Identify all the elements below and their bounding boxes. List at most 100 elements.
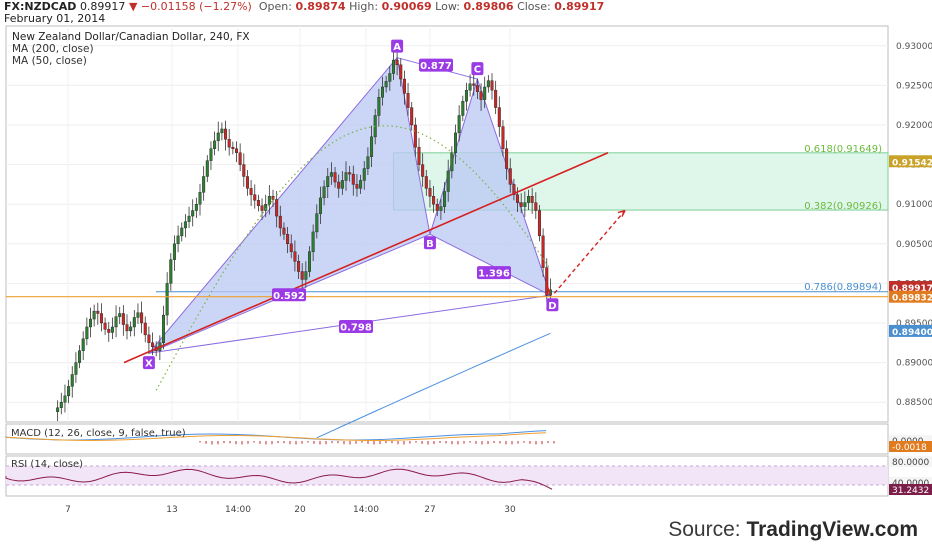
- candle-body: [384, 81, 388, 88]
- candle-body: [417, 146, 421, 165]
- legend: New Zealand Dollar/Canadian Dollar, 240,…: [12, 31, 250, 67]
- candle-body: [282, 227, 286, 235]
- candle-body: [461, 101, 465, 116]
- x-tick-label: 13: [166, 505, 177, 515]
- price-tag-bg: [889, 290, 932, 303]
- candle-body: [293, 251, 297, 262]
- price-tag: 0.89917: [892, 284, 932, 294]
- candle-body: [216, 132, 220, 142]
- time-axis: 7 13 14:00 20 14:00 27 30: [65, 505, 516, 515]
- y-tick-label: 0.90500: [896, 240, 932, 250]
- candle-body: [267, 196, 271, 205]
- candle-body: [238, 152, 242, 165]
- ratio-label-bg: [272, 288, 306, 302]
- candle-body: [355, 184, 359, 189]
- candle-body: [187, 215, 191, 222]
- candle-body: [183, 221, 187, 229]
- price-tag: 0.89400: [892, 328, 932, 338]
- candle-body: [125, 324, 129, 332]
- overlay-lines: [6, 151, 888, 364]
- candle-body: [366, 156, 370, 169]
- candle-body: [501, 126, 505, 149]
- candle-body: [406, 93, 410, 108]
- candle-body: [537, 210, 541, 237]
- candle-body: [322, 186, 326, 199]
- candle-body: [326, 176, 330, 187]
- ma-200-line: [316, 332, 551, 439]
- candle-body: [143, 322, 147, 336]
- candle-body: [161, 314, 165, 343]
- moving-averages: [155, 125, 551, 439]
- candle-body: [249, 188, 253, 195]
- candle-body: [435, 203, 439, 211]
- candle-body: [147, 334, 151, 344]
- candle-body: [523, 202, 527, 207]
- candle-body: [479, 91, 483, 100]
- candle-body: [541, 235, 545, 268]
- trend-line: [123, 151, 609, 364]
- candle-body: [508, 168, 512, 185]
- ratio-label-bg: [419, 58, 453, 72]
- candle-body: [424, 176, 428, 189]
- candle-body: [180, 227, 184, 237]
- x-tick-label: 20: [294, 505, 306, 515]
- price-tag-bg: [889, 280, 932, 293]
- candle-body: [432, 196, 436, 205]
- candle-body: [329, 172, 333, 177]
- candle-body: [202, 176, 206, 193]
- down-arrow-icon: ▼: [128, 0, 138, 13]
- x-tick-label: 7: [65, 505, 71, 515]
- y-tick-label: 0.88500: [896, 398, 932, 408]
- point-label-b-bg: [423, 236, 436, 250]
- macd-tag-bg: [889, 435, 932, 446]
- candle-body: [300, 271, 304, 280]
- drop-arrow: [545, 283, 552, 296]
- candle-body: [151, 342, 155, 347]
- low-value: 0.89806: [463, 0, 514, 13]
- price-change: −0.01158 (−1.27%): [140, 0, 252, 13]
- candle-body: [439, 206, 443, 211]
- price-tag: 0.91542: [892, 158, 932, 168]
- candle-body: [395, 59, 399, 66]
- legend-item: MA (50, close): [12, 55, 87, 67]
- ratio-label-bg: [477, 266, 511, 280]
- snapshot-date: February 01, 2014: [4, 12, 106, 25]
- candle-body: [505, 148, 509, 169]
- candle-body: [402, 78, 406, 94]
- candle-body: [176, 235, 180, 245]
- y-tick-label: 0.92000: [896, 121, 932, 131]
- candle-body: [129, 326, 133, 332]
- candle-body: [413, 124, 417, 148]
- y-tick-label: 0.91000: [896, 200, 932, 210]
- price-axis: 0.930000.925000.920000.915000.910000.905…: [889, 42, 932, 408]
- point-label-d: D: [548, 301, 556, 312]
- y-tick-label: 0.92500: [896, 81, 932, 91]
- high-label: High:: [349, 0, 379, 13]
- candle-body: [132, 317, 136, 328]
- candle-body: [191, 210, 195, 217]
- candle-body: [454, 132, 458, 153]
- candle-body: [464, 89, 468, 102]
- point-label-a-bg: [391, 39, 404, 53]
- candle-body: [483, 86, 487, 100]
- candle-body: [370, 136, 374, 157]
- price-tag-bg: [889, 155, 932, 168]
- candle-body: [286, 234, 290, 245]
- candle-body: [88, 318, 92, 328]
- macd-signal-line: [5, 432, 547, 442]
- candle-body: [534, 202, 538, 211]
- candle-body: [92, 310, 96, 320]
- source-prefix: Source:: [668, 518, 741, 541]
- candle-body: [227, 139, 231, 148]
- point-label-c: C: [474, 65, 481, 76]
- candle-body: [103, 322, 107, 330]
- candle-body: [81, 338, 85, 351]
- rsi-tag-bg: [889, 484, 932, 495]
- symbol: FX:NZDCAD: [4, 0, 77, 13]
- y-tick-label: 0.89000: [896, 359, 932, 369]
- macd-label: MACD (12, 26, close, 9, false, true): [11, 428, 186, 439]
- candle-body: [289, 243, 293, 252]
- candle-body: [275, 199, 279, 217]
- candle-body: [205, 160, 209, 177]
